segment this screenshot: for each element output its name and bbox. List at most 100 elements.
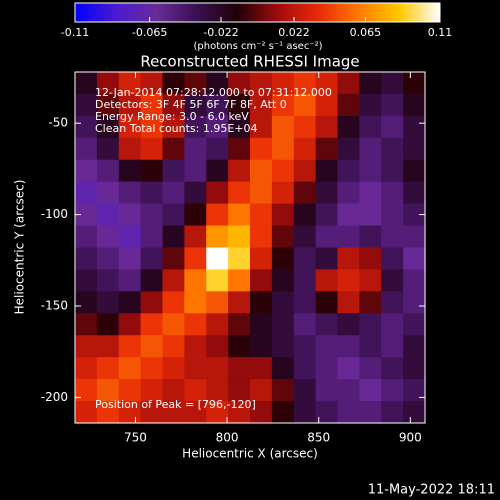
heat-cell	[293, 181, 317, 205]
heat-cell	[381, 313, 404, 336]
heat-cell	[250, 203, 273, 227]
x-tick-label: 900	[399, 431, 422, 445]
heat-cell	[403, 72, 426, 95]
heat-cell	[403, 181, 426, 205]
heat-cell	[293, 93, 317, 117]
heat-cell	[96, 357, 120, 380]
heat-cell	[271, 269, 295, 292]
heat-cell	[381, 401, 404, 424]
heat-cell	[403, 203, 426, 227]
heat-cell	[250, 225, 273, 249]
heat-cell	[75, 379, 98, 402]
heat-cell	[293, 225, 317, 249]
heat-cell	[184, 225, 207, 249]
heat-cell	[381, 379, 404, 402]
heat-cell	[337, 269, 360, 292]
heat-cell	[228, 269, 251, 292]
x-tick-label: 850	[307, 431, 330, 445]
heat-cell	[184, 291, 207, 314]
heat-cell	[96, 269, 120, 292]
heat-cell	[118, 115, 142, 139]
heat-cell	[293, 379, 317, 402]
heat-cell	[75, 335, 98, 358]
heat-cell	[359, 137, 382, 161]
heat-cell	[75, 72, 98, 95]
heat-cell	[162, 379, 185, 402]
heat-cell	[359, 225, 382, 249]
heat-cell	[162, 357, 185, 380]
heat-cell	[271, 225, 295, 249]
heat-cell	[140, 115, 164, 139]
heat-cell	[206, 159, 229, 183]
annotation: Detectors: 3F 4F 5F 6F 7F 8F, Att 0	[95, 98, 287, 111]
heat-cell	[228, 72, 251, 95]
heat-cell	[184, 269, 207, 292]
heat-cell	[75, 401, 98, 424]
heat-cell	[315, 72, 339, 95]
heat-cell	[118, 269, 142, 292]
heat-cell	[315, 93, 339, 117]
heat-cell	[75, 159, 98, 183]
heat-cell	[381, 72, 404, 95]
heat-cell	[337, 357, 360, 380]
heat-cell	[140, 159, 164, 183]
heat-cell	[359, 115, 382, 139]
colorbar-label: (photons cm⁻² s⁻¹ asec⁻²)	[193, 41, 322, 52]
heat-cell	[271, 93, 295, 117]
heat-cell	[315, 335, 339, 358]
heat-cell	[206, 225, 229, 249]
heat-cell	[162, 159, 185, 183]
heat-cell	[162, 203, 185, 227]
heat-cell	[337, 247, 360, 271]
heat-cell	[96, 137, 120, 161]
heat-cell	[184, 137, 207, 161]
heat-cell	[315, 291, 339, 314]
heat-cell	[162, 137, 185, 161]
heat-cell	[337, 313, 360, 336]
heat-cell	[140, 137, 164, 161]
heat-cell	[271, 72, 295, 95]
heat-cell	[162, 247, 185, 271]
heat-cell	[140, 379, 164, 402]
heat-cell	[359, 181, 382, 205]
heat-cell	[315, 401, 339, 424]
heat-cell	[206, 335, 229, 358]
heat-cell	[118, 93, 142, 117]
heat-cell	[381, 225, 404, 249]
heat-cell	[162, 72, 185, 95]
heat-cell	[381, 159, 404, 183]
heat-cell	[96, 203, 120, 227]
plot-frame	[74, 71, 426, 424]
heat-cell	[381, 357, 404, 380]
heat-cell	[96, 247, 120, 271]
heat-cell	[96, 313, 120, 336]
heat-cell	[75, 203, 98, 227]
heat-cell	[250, 93, 273, 117]
heat-cell	[337, 291, 360, 314]
heat-cell	[162, 225, 185, 249]
heat-cell	[184, 313, 207, 336]
heat-cell	[337, 203, 360, 227]
heat-cell	[162, 181, 185, 205]
y-tick-label: -150	[41, 299, 68, 313]
heat-cell	[228, 335, 251, 358]
annotation: Clean Total counts: 1.95E+04	[95, 122, 258, 135]
heat-cell	[206, 313, 229, 336]
heat-cell	[75, 269, 98, 292]
heat-cell	[359, 159, 382, 183]
heat-cell	[206, 247, 229, 271]
heat-cell	[359, 379, 382, 402]
heat-cell	[359, 291, 382, 314]
heat-cell	[403, 115, 426, 139]
heat-cell	[271, 247, 295, 271]
heat-cell	[228, 159, 251, 183]
heat-cell	[250, 247, 273, 271]
heat-cell	[381, 269, 404, 292]
heat-cell	[140, 357, 164, 380]
heat-cell	[228, 115, 251, 139]
heat-cell	[250, 137, 273, 161]
y-tick-label: -200	[41, 390, 68, 404]
heat-cell	[250, 401, 273, 424]
heat-cell	[403, 247, 426, 271]
